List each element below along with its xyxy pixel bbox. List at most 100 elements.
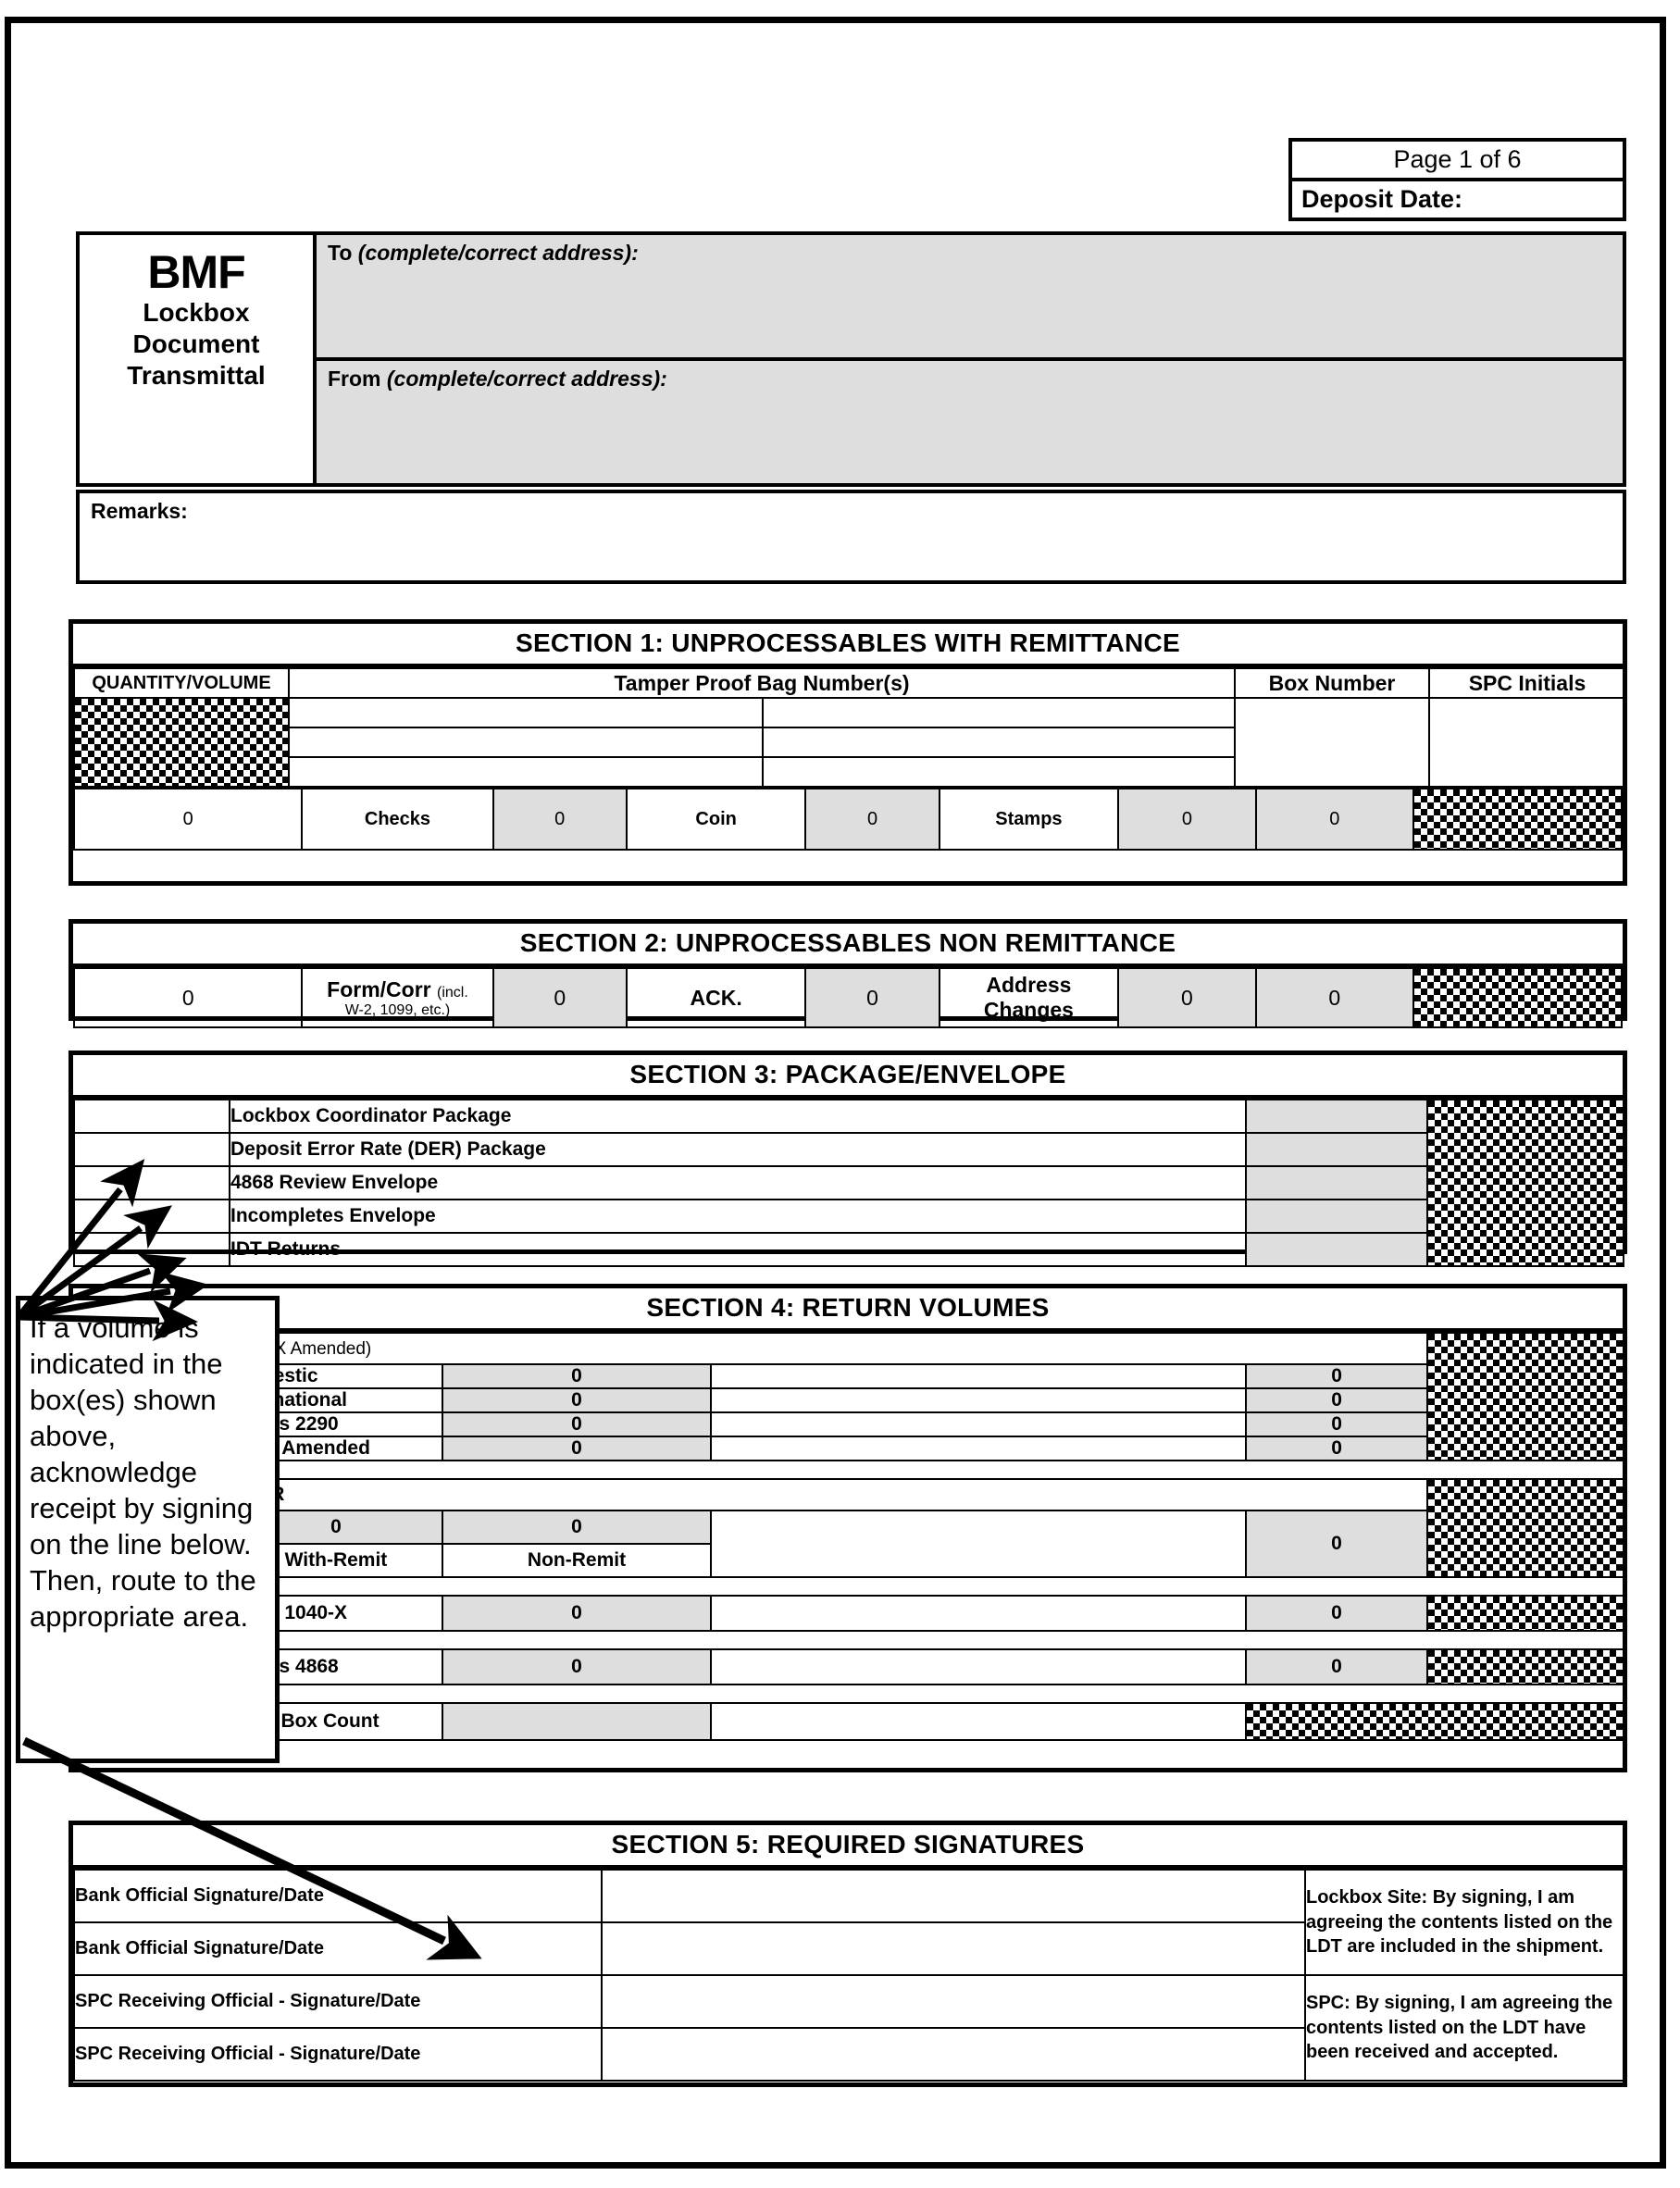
- col-quantity-volume: QUANTITY/VOLUME: [73, 667, 290, 699]
- row-volume-94x-amended[interactable]: 0: [442, 1436, 712, 1461]
- stamps-value[interactable]: 0: [1117, 788, 1257, 851]
- attestation-spc: SPC: By signing, I am agreeing the conte…: [1304, 1974, 1624, 2082]
- signature-input[interactable]: [601, 2027, 1306, 2082]
- table-row: Incompletes Envelope: [73, 1199, 1624, 1234]
- table-row: [74, 756, 1625, 788]
- row-marker: [73, 1199, 230, 1234]
- form-1040x-boxes[interactable]: 0: [1245, 1595, 1428, 1632]
- section-5: SECTION 5: REQUIRED SIGNATURES Bank Offi…: [68, 1821, 1627, 2087]
- package-label: 4868 Review Envelope: [229, 1165, 1247, 1200]
- table-row: Forms 4868 0 0: [73, 1648, 1624, 1685]
- row-notes-94x-amended[interactable]: [710, 1436, 1247, 1461]
- row-boxes-domestic[interactable]: 0: [1244, 1363, 1429, 1389]
- form-title-cell: BMF Lockbox Document Transmittal: [76, 231, 317, 487]
- row-marker: [73, 1099, 230, 1134]
- package-value[interactable]: [1245, 1165, 1428, 1200]
- ack-value[interactable]: 0: [804, 967, 940, 1028]
- package-value[interactable]: [1245, 1099, 1428, 1134]
- deposit-date-field[interactable]: Deposit Date:: [1288, 178, 1626, 221]
- hatched-cell: [1426, 1478, 1625, 1578]
- box-number-value[interactable]: 0: [1254, 788, 1414, 851]
- section-1: SECTION 1: UNPROCESSABLES WITH REMITTANC…: [68, 619, 1627, 886]
- form-title-bmf: BMF: [147, 246, 245, 298]
- document-page: Page 1 of 6 Deposit Date: BMF Lockbox Do…: [5, 17, 1666, 2169]
- table-row: Forms 2290 0 0: [73, 1411, 1624, 1437]
- bag-number-input[interactable]: [288, 756, 764, 788]
- box-number-value[interactable]: 0: [1254, 967, 1414, 1028]
- package-value[interactable]: [1245, 1132, 1428, 1167]
- total-quantity-value[interactable]: 0: [72, 788, 304, 851]
- stamps-label: Stamps: [938, 788, 1120, 851]
- bag-number-input[interactable]: [288, 727, 764, 758]
- total-box-count-value[interactable]: [442, 1702, 712, 1741]
- row-boxes-forms-2290[interactable]: 0: [1244, 1411, 1429, 1437]
- table-row: With-Remit Non-Remit: [74, 1543, 1624, 1578]
- signature-input[interactable]: [601, 1869, 1306, 1923]
- spc-initials-input[interactable]: [1428, 697, 1626, 788]
- instruction-callout: If a volume is indicated in the box(es) …: [16, 1296, 280, 1763]
- section-2: SECTION 2: UNPROCESSABLES NON REMITTANCE…: [68, 919, 1627, 1028]
- forms-4868-boxes[interactable]: 0: [1245, 1648, 1428, 1685]
- signature-input[interactable]: [601, 1974, 1306, 2029]
- checks-value[interactable]: 0: [492, 788, 628, 851]
- table-row: Bank Official Signature/Date Lockbox Site…: [73, 1869, 1624, 1976]
- total-box-count-notes[interactable]: [710, 1702, 1247, 1741]
- to-address-field[interactable]: To (complete/correct address):: [313, 231, 1626, 361]
- form-1040x-value[interactable]: 0: [442, 1595, 712, 1632]
- table-row: 0 Total Box Count: [73, 1702, 1624, 1741]
- package-value[interactable]: [1245, 1232, 1428, 1267]
- quantity-value[interactable]: 0: [72, 967, 304, 1028]
- row-marker: [73, 1132, 230, 1167]
- row-notes-4868[interactable]: [710, 1648, 1247, 1685]
- group-spacer: [73, 1461, 1623, 1478]
- bag-number-input[interactable]: [288, 697, 764, 728]
- package-value[interactable]: [1245, 1199, 1428, 1234]
- box-number-input[interactable]: [1234, 697, 1430, 788]
- table-row: Lockbox Coordinator Package: [73, 1099, 1624, 1267]
- f1040-boxes[interactable]: 0: [1244, 1510, 1429, 1578]
- non-remit-value[interactable]: 0: [442, 1510, 712, 1545]
- row-marker: [73, 1232, 230, 1267]
- table-row: 94X - Amended 0 0: [73, 1436, 1624, 1461]
- form-corr-label: Form/Corr (incl. W-2, 1099, etc.): [301, 967, 494, 1028]
- section-4-title: SECTION 4: RETURN VOLUMES: [73, 1288, 1623, 1332]
- row-notes-international[interactable]: [710, 1387, 1247, 1413]
- address-changes-value[interactable]: 0: [1117, 967, 1257, 1028]
- row-volume-domestic[interactable]: 0: [442, 1363, 712, 1389]
- from-address-field[interactable]: From (complete/correct address):: [313, 357, 1626, 487]
- bag-number-input[interactable]: [762, 727, 1236, 758]
- bag-number-input[interactable]: [762, 697, 1236, 728]
- remarks-field[interactable]: Remarks:: [76, 490, 1626, 584]
- page-info-box: Page 1 of 6 Deposit Date:: [1288, 138, 1626, 221]
- coin-label: Coin: [625, 788, 807, 851]
- row-notes-forms-2290[interactable]: [710, 1411, 1247, 1437]
- form-corr-value[interactable]: 0: [492, 967, 628, 1028]
- hatched-cell: [1412, 788, 1624, 851]
- coin-value[interactable]: 0: [804, 788, 940, 851]
- from-label: From: [328, 367, 381, 391]
- row-notes-1040[interactable]: [710, 1510, 1247, 1578]
- bag-number-input[interactable]: [762, 756, 1236, 788]
- section-1-title: SECTION 1: UNPROCESSABLES WITH REMITTANC…: [73, 624, 1623, 667]
- group-1040-header-row: Forms 1040 & 1040-SR: [72, 1478, 1625, 1578]
- address-changes-line1: Address: [986, 973, 1072, 997]
- row-volume-international[interactable]: 0: [442, 1387, 712, 1413]
- table-row: [74, 727, 1625, 758]
- forms-4868-value[interactable]: 0: [442, 1648, 712, 1685]
- col-box-number: Box Number: [1234, 667, 1430, 699]
- signature-input[interactable]: [601, 1921, 1306, 1976]
- group-94x: Forms 94X (includes 94X Amended) Domesti…: [72, 1332, 1625, 1461]
- row-volume-forms-2290[interactable]: 0: [442, 1411, 712, 1437]
- row-boxes-94x-amended[interactable]: 0: [1244, 1436, 1429, 1461]
- row-notes-domestic[interactable]: [710, 1363, 1247, 1389]
- attestation-bank: Lockbox Site: By signing, I am agreeing …: [1304, 1869, 1624, 1976]
- group-total-box-count: 0 Total Box Count: [73, 1702, 1624, 1741]
- row-notes-1040x[interactable]: [710, 1595, 1247, 1632]
- row-boxes-international[interactable]: 0: [1244, 1387, 1429, 1413]
- package-label: Incompletes Envelope: [229, 1199, 1247, 1234]
- signature-label: SPC Receiving Official - Signature/Date: [73, 1974, 603, 2029]
- table-row: SPC Receiving Official - Signature/Date: [73, 2027, 1624, 2082]
- instruction-callout-text: If a volume is indicated in the box(es) …: [30, 1312, 256, 1634]
- form-corr-note2: W-2, 1099, etc.): [344, 1001, 451, 1018]
- form-title-line3: Document: [132, 329, 260, 358]
